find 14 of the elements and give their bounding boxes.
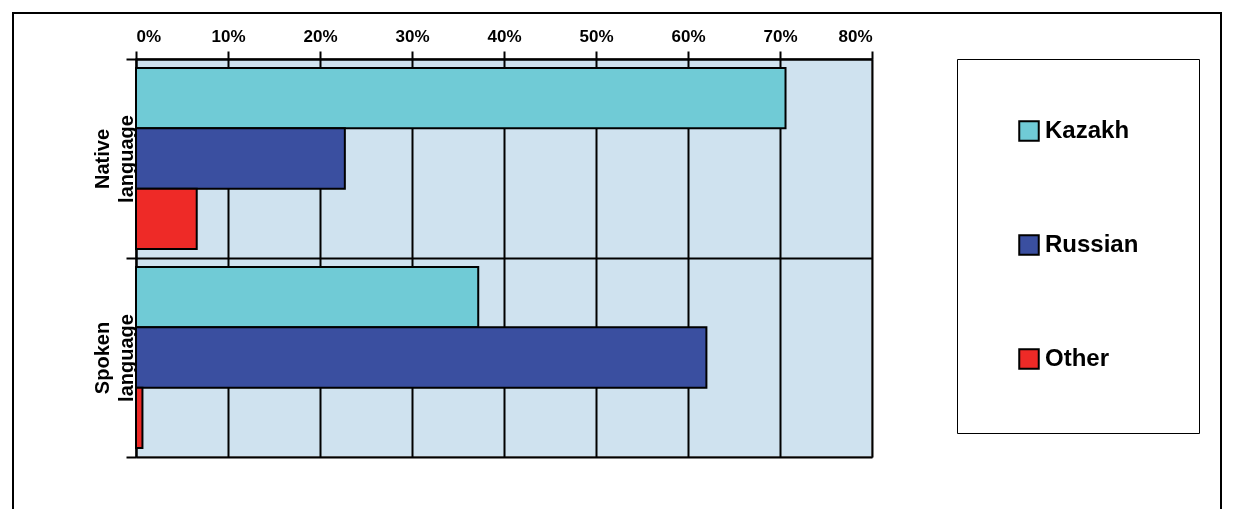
x-tick-label: 0% xyxy=(136,26,162,46)
x-tick-label: 80% xyxy=(838,26,873,46)
x-tick-label: 30% xyxy=(395,26,430,46)
x-tick-label: 50% xyxy=(579,26,614,46)
y-tick-label: Spoken language xyxy=(90,314,137,402)
x-tick-label: 40% xyxy=(487,26,522,46)
legend-label: Kazakh xyxy=(1045,116,1130,143)
x-tick-label: 60% xyxy=(671,26,706,46)
y-tick-label: Native language xyxy=(90,115,137,203)
legend-label: Other xyxy=(1045,344,1110,371)
legend-label: Russian xyxy=(1045,230,1139,257)
x-tick-label: 20% xyxy=(303,26,338,46)
x-tick-label: 70% xyxy=(763,26,798,46)
x-tick-label: 10% xyxy=(211,26,246,46)
